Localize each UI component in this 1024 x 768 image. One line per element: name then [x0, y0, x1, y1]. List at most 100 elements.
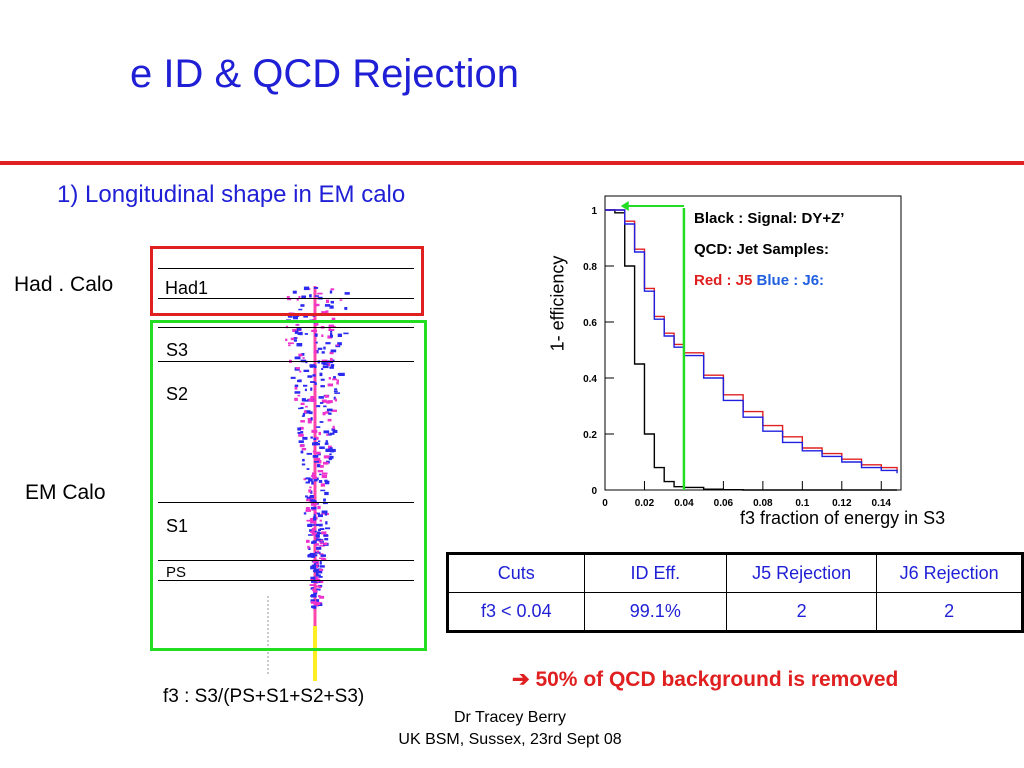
- shower-hit: [311, 527, 316, 531]
- shower-hit: [298, 440, 304, 443]
- shower-hit: [310, 579, 315, 581]
- shower-hit: [310, 417, 313, 421]
- shower-hit: [328, 457, 333, 461]
- shower-hit: [325, 512, 329, 516]
- shower-hit: [317, 512, 321, 515]
- shower-hit: [309, 529, 314, 532]
- shower-hit: [298, 379, 302, 383]
- shower-hit: [329, 447, 333, 450]
- shower-hit: [297, 328, 302, 331]
- shower-hit: [302, 357, 305, 359]
- shower-hit: [331, 428, 336, 431]
- layer-boundary: [158, 502, 414, 503]
- shower-hit: [319, 402, 324, 404]
- y-tick-label: 0: [591, 486, 597, 497]
- shower-hit: [314, 365, 317, 369]
- shower-hit: [303, 369, 310, 372]
- shower-hit: [320, 378, 325, 381]
- shower-hit: [313, 589, 318, 593]
- shower-hit: [324, 304, 331, 307]
- shower-hit: [332, 429, 338, 433]
- chart-legend: Black : Signal: DY+Z’ QCD: Jet Samples: …: [694, 203, 844, 296]
- shower-hit: [303, 512, 307, 515]
- shower-hit: [321, 474, 327, 479]
- shower-hit: [329, 290, 333, 294]
- shower-hit: [327, 408, 333, 411]
- shower-hit: [316, 464, 321, 468]
- shower-hit: [321, 558, 327, 561]
- shower-hit: [318, 396, 324, 399]
- shower-hit: [310, 490, 313, 494]
- shower-hit: [315, 568, 319, 571]
- shower-hit: [328, 326, 331, 330]
- table-cell: f3 < 0.04: [447, 592, 585, 632]
- shower-hit: [298, 433, 304, 437]
- shower-hit: [317, 292, 323, 295]
- legend-signal: Black : Signal: DY+Z’: [694, 210, 845, 227]
- shower-hit: [295, 367, 300, 370]
- table-cell: 99.1%: [583, 592, 728, 632]
- shower-hit: [319, 372, 323, 377]
- shower-hit: [319, 544, 326, 547]
- layer-label-s1: S1: [166, 516, 189, 536]
- shower-hit: [300, 431, 304, 434]
- shower-hit: [330, 288, 335, 291]
- shower-hit: [312, 502, 318, 505]
- shower-hit: [300, 450, 304, 454]
- shower-hit: [308, 478, 313, 482]
- shower-hit: [319, 473, 322, 476]
- shower-hit: [318, 524, 322, 527]
- shower-hit: [287, 298, 292, 301]
- shower-hit: [298, 296, 301, 299]
- shower-hit: [294, 384, 299, 388]
- shower-hit: [314, 554, 318, 557]
- x-tick-label: 0.02: [635, 498, 655, 508]
- shower-hit: [324, 479, 328, 482]
- shower-hit: [319, 561, 322, 565]
- shower-hit: [310, 400, 317, 402]
- shower-hit: [326, 299, 330, 303]
- shower-hit: [311, 564, 316, 568]
- shower-hit: [327, 433, 332, 436]
- shower-hit: [325, 527, 331, 530]
- shower-hit: [290, 337, 294, 341]
- shower-hit: [315, 585, 321, 588]
- em-calo-box: [150, 320, 427, 651]
- shower-hit: [303, 286, 310, 291]
- layer-boundary: [158, 327, 414, 328]
- shower-hit: [298, 407, 302, 410]
- shower-hit: [293, 339, 297, 342]
- shower-hit: [327, 418, 332, 422]
- shower-hit: [305, 360, 308, 364]
- table-header-cell: ID Eff.: [583, 553, 728, 593]
- shower-hit: [312, 450, 315, 453]
- shower-hit: [313, 516, 317, 520]
- shower-hit: [309, 552, 315, 555]
- shower-hit: [303, 399, 309, 402]
- shower-hit: [294, 386, 298, 390]
- shower-hit: [309, 294, 312, 298]
- x-tick-label: 0.1: [795, 498, 809, 508]
- shower-hit: [319, 542, 325, 545]
- shower-hit: [325, 411, 330, 414]
- y-tick-label: 0.8: [583, 262, 597, 273]
- shower-hit: [308, 547, 311, 550]
- shower-hit: [301, 463, 306, 466]
- shower-hit: [320, 465, 324, 468]
- shower-hit: [297, 332, 301, 335]
- series-line-2: [605, 209, 898, 474]
- shower-hit: [301, 448, 307, 451]
- shower-hit: [316, 436, 319, 440]
- shower-hit: [317, 550, 320, 553]
- layer-boundary: [158, 268, 414, 269]
- shower-hit: [308, 534, 314, 536]
- shower-hit: [314, 530, 317, 533]
- shower-hit: [298, 308, 303, 311]
- shower-hit: [317, 568, 324, 571]
- shower-hit: [315, 538, 321, 541]
- shower-hit: [304, 410, 311, 414]
- shower-hit: [323, 498, 326, 502]
- shower-hit: [315, 523, 320, 527]
- shower-hit: [315, 341, 318, 344]
- shower-hit: [310, 576, 314, 580]
